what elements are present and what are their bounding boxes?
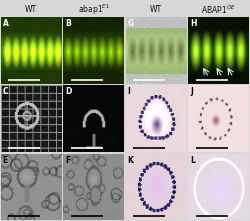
Text: B: B bbox=[65, 19, 71, 28]
Text: D: D bbox=[65, 87, 71, 96]
Text: K: K bbox=[128, 156, 134, 164]
Text: I: I bbox=[128, 87, 130, 96]
Text: C: C bbox=[2, 87, 8, 96]
Text: E: E bbox=[2, 156, 8, 164]
Text: G: G bbox=[128, 19, 134, 28]
Text: WT: WT bbox=[25, 5, 37, 14]
Text: A: A bbox=[2, 19, 8, 28]
Text: J: J bbox=[190, 87, 193, 96]
Text: WT: WT bbox=[150, 5, 162, 14]
Text: L: L bbox=[190, 156, 195, 164]
Text: F: F bbox=[65, 156, 70, 164]
Text: ABAP1$^{OE}$: ABAP1$^{OE}$ bbox=[201, 3, 236, 16]
Text: abap1$^{E1}$: abap1$^{E1}$ bbox=[78, 2, 110, 17]
Text: H: H bbox=[190, 19, 196, 28]
